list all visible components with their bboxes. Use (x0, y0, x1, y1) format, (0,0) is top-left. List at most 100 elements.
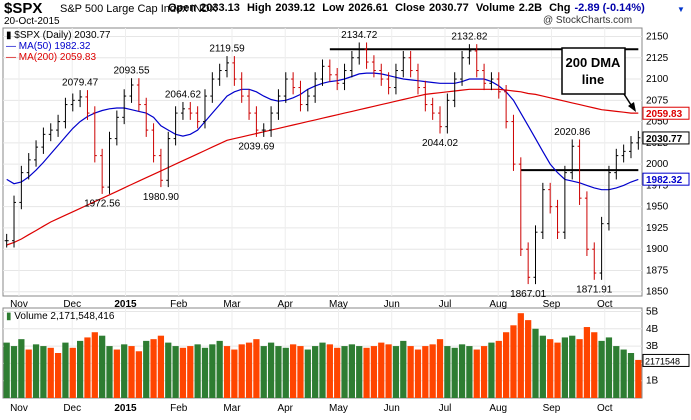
volume-bar (539, 335, 546, 398)
volume-bar (150, 339, 157, 398)
close-value: 2030.77 (429, 2, 469, 14)
symbol[interactable]: $SPX (4, 0, 43, 17)
index-name: S&P 500 Large Cap Index INDX (60, 3, 217, 15)
x-tick-label: Nov (10, 299, 28, 310)
x-tick-label: Oct (597, 403, 613, 414)
volume-bar (363, 347, 370, 398)
volume-bar (121, 344, 128, 398)
y-tick-label: 2000 (646, 159, 669, 170)
x-tick-label: Mar (223, 299, 241, 310)
value-tag-label: 2171548 (645, 356, 680, 366)
volume-bar (47, 347, 54, 398)
volume-bar (451, 347, 458, 398)
volume-bar (62, 342, 69, 398)
y-tick-label: 2150 (646, 32, 669, 43)
annotation-box (561, 47, 626, 95)
value-tag-label: 2059.83 (646, 109, 683, 120)
volume-bar (267, 342, 275, 398)
volume-bar (201, 347, 209, 398)
volume-bar (194, 344, 201, 398)
y-tick-label: 2075 (646, 95, 669, 106)
x-tick-label: Aug (489, 299, 507, 310)
close-label: Close (395, 2, 426, 14)
volume-bar (113, 349, 120, 398)
volume-bar (40, 346, 47, 398)
volume-bar (569, 335, 576, 398)
volume-bar (260, 346, 267, 398)
point-label: 2039.69 (238, 142, 275, 153)
volume-bar (414, 349, 422, 398)
x-tick-label: Sep (543, 403, 561, 414)
volume-bar (480, 346, 488, 398)
volume-bar (334, 347, 341, 398)
x-tick-label: 2015 (114, 299, 137, 310)
high-label: High (246, 2, 272, 14)
volume-bar (99, 335, 106, 398)
x-tick-label: Feb (170, 299, 188, 310)
y-tick-label: 1850 (646, 287, 669, 298)
volume-bar (422, 346, 429, 398)
volume-bar (187, 346, 194, 398)
x-tick-label: Feb (170, 403, 188, 414)
vol-tick-label: 3B (646, 341, 659, 352)
volume-bar (444, 346, 451, 398)
y-tick-label: 1875 (646, 265, 669, 276)
legend-volume: ▮ Volume 2,171,548,416 (6, 311, 115, 322)
volume-bar (143, 340, 150, 398)
point-label: 2064.62 (165, 89, 202, 100)
point-label: 2119.59 (209, 43, 245, 54)
x-tick-label: Dec (63, 299, 81, 310)
x-tick-label: Jun (384, 299, 400, 310)
volume-bar (554, 342, 561, 398)
x-tick-label: Aug (489, 403, 507, 414)
legend-price: ▮ $SPX (Daily) 2030.77 (6, 30, 111, 41)
volume-bar (635, 359, 642, 398)
y-tick-label: 1925 (646, 223, 669, 234)
volume-bar (275, 346, 282, 398)
dropdown-triangle-icon[interactable]: ▼ (677, 5, 685, 14)
price-panel (2, 27, 643, 297)
chart-header: $SPX S&P 500 Large Cap Index INDX 20-Oct… (0, 0, 691, 28)
chg-value: -2.89 (-0.14%) (574, 2, 645, 14)
watermark: @ StockCharts.com (543, 15, 633, 26)
low-label: Low (322, 2, 345, 14)
volume-bar (547, 339, 554, 398)
volume-bar (598, 340, 605, 398)
x-tick-label: May (329, 403, 348, 414)
volume-bar (510, 325, 517, 398)
x-tick-label: Mar (223, 403, 241, 414)
volume-bar (429, 344, 436, 398)
point-label: 1867.01 (510, 289, 547, 300)
x-tick-label: Apr (277, 403, 293, 414)
volume-bar (591, 332, 598, 398)
volume-bars (3, 313, 642, 398)
volume-bar (76, 340, 84, 398)
volume-bar (436, 339, 444, 398)
volume-bar (473, 349, 480, 398)
volume-bar (348, 344, 356, 398)
volume-label: Volume (475, 2, 515, 14)
point-label: 2079.47 (62, 77, 99, 88)
value-tag (642, 131, 690, 145)
series-line-ma50 (6, 72, 639, 191)
volume-bar (297, 346, 304, 398)
volume-bar (458, 344, 466, 398)
value-tag (642, 106, 690, 120)
low-value: 2026.61 (348, 2, 388, 14)
y-tick-label: 1950 (646, 202, 669, 213)
point-label: 1871.91 (576, 285, 613, 296)
volume-bar (341, 346, 348, 398)
volume-bar (613, 346, 620, 398)
x-tick-label: 2015 (114, 403, 137, 414)
legend-ma50: — MA(50) 1982.32 (6, 41, 91, 52)
volume-bar (289, 344, 297, 398)
value-tags: 2059.83 2030.77 1982.32 2171548 (642, 106, 690, 367)
y-tick-label: 2125 (646, 53, 669, 64)
volume-bar (370, 346, 378, 398)
point-label: 2093.55 (113, 65, 150, 76)
volume-bar (25, 349, 32, 398)
point-label: 1972.56 (84, 199, 121, 210)
volume-bar (385, 344, 392, 398)
volume-bar (620, 349, 627, 398)
dma-annotation: 200 DMA line (561, 47, 636, 112)
